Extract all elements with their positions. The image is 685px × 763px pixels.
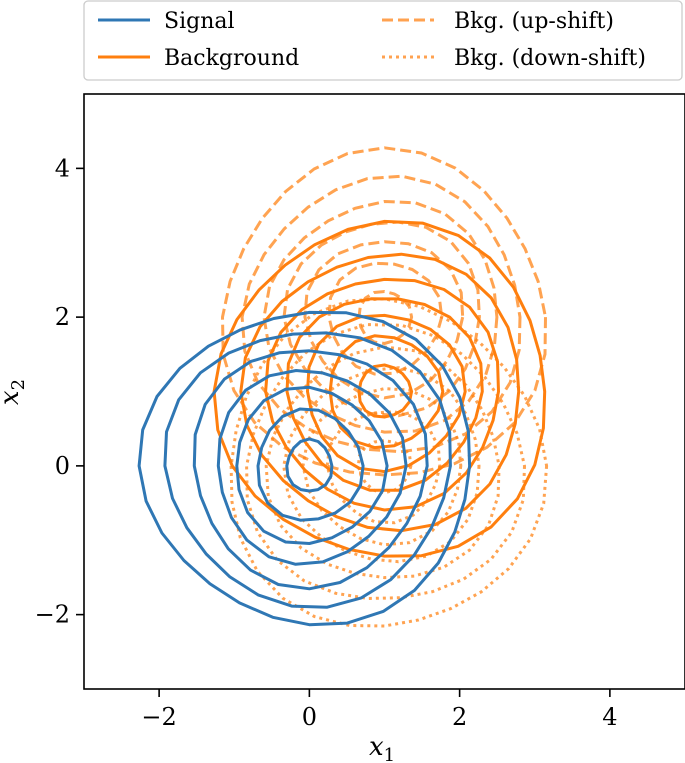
legend-label-background: Background [164, 46, 299, 71]
contour-level-2-5 [240, 174, 522, 454]
y-tick-label: −2 [35, 601, 70, 629]
x-axis-label: x1 [369, 732, 395, 763]
contour-level-1-3 [285, 297, 484, 492]
contour-series-0 [137, 310, 472, 627]
y-tick-label: 0 [55, 452, 70, 480]
contour-level-1-2 [306, 313, 467, 474]
y-tick-label: 2 [55, 303, 70, 331]
y-tick-label: 4 [55, 154, 70, 182]
legend-label-signal: Signal [164, 9, 235, 34]
y-axis-label-sub: 2 [8, 379, 29, 390]
contour-level-0-2 [235, 385, 389, 545]
x-axis-label-main: x [369, 732, 384, 762]
contour-level-0-4 [192, 349, 429, 591]
legend-item-signal: Signal [98, 9, 235, 34]
legend-item-background: Background [98, 46, 299, 71]
contour-series-2 [221, 146, 547, 477]
y-axis-label-main: x [0, 390, 25, 405]
legend-label-up-shift: Bkg. (up-shift) [454, 9, 614, 34]
contour-level-0-5 [163, 331, 452, 609]
contour-level-2-2 [303, 240, 465, 400]
contour-level-0-3 [216, 369, 408, 566]
contour-level-2-6 [221, 146, 547, 477]
contour-level-0-6 [137, 310, 472, 627]
legend-item-down-shift: Bkg. (down-shift) [382, 46, 646, 71]
x-tick-label: 2 [452, 703, 467, 731]
x-tick-label: −2 [141, 703, 176, 731]
legend: Signal Background Bkg. (up-shift) Bkg. (… [83, 0, 683, 81]
y-axis-label: x2 [0, 379, 29, 405]
axis-ticks: −2 0 2 4 −2 0 2 4 [35, 154, 618, 731]
contour-level-0-1 [256, 407, 365, 522]
contour-level-1-0 [357, 363, 414, 419]
contour-lines [137, 146, 549, 628]
x-tick-label: 4 [602, 703, 617, 731]
legend-item-up-shift: Bkg. (up-shift) [382, 9, 614, 34]
contour-level-3-1 [325, 410, 442, 525]
plot-frame [83, 93, 685, 690]
legend-label-down-shift: Bkg. (down-shift) [454, 46, 646, 71]
x-axis-label-sub: 1 [384, 745, 395, 763]
contour-level-3-5 [245, 323, 526, 600]
legend-frame [83, 0, 683, 81]
x-tick-label: 0 [302, 703, 317, 731]
contour-level-3-4 [264, 345, 501, 580]
contour-level-1-5 [239, 252, 521, 533]
contour-level-0-0 [285, 437, 334, 493]
